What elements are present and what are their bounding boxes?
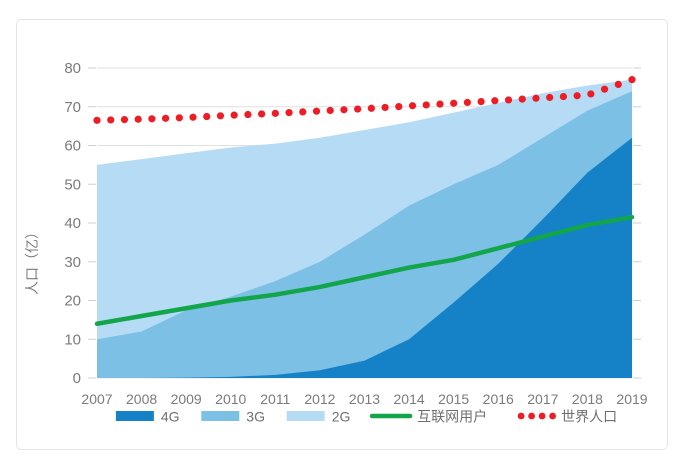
dotted-marker — [189, 113, 197, 121]
line-series-internet-users — [94, 214, 635, 326]
legend-label: 2G — [332, 409, 351, 425]
dotted-marker — [436, 100, 444, 108]
x-tick-label: 2013 — [349, 391, 380, 407]
legend-item-3G[interactable]: 3G — [201, 409, 265, 425]
dotted-marker — [367, 104, 375, 112]
stacked-areas-group — [97, 79, 632, 378]
chart-card: 0 10 20 30 40 50 60 70 80 2007 2008 2009 2010 2011 20… — [16, 19, 668, 450]
area-series-4g — [97, 137, 632, 378]
dotted-marker — [573, 92, 581, 100]
dotted-marker — [120, 115, 129, 124]
x-tick-label: 2017 — [527, 391, 558, 407]
x-tick-label: 2009 — [171, 391, 202, 407]
legend-color-swatch — [115, 411, 154, 421]
y-axis-title: 人口（亿） — [24, 225, 40, 295]
legend-label: 互联网用户 — [417, 409, 487, 425]
x-tick-label: 2007 — [81, 391, 112, 407]
x-tick-label: 2012 — [304, 391, 335, 407]
dotted-marker — [408, 102, 417, 110]
y-tick-label: 40 — [64, 215, 81, 232]
x-tick-label: 2019 — [616, 391, 647, 407]
dotted-marker — [450, 99, 458, 107]
dotted-marker — [395, 103, 403, 111]
chart-legend: 4G 3G 2G 互联网用户 世界人口 — [115, 409, 617, 425]
y-tick-label: 10 — [64, 331, 81, 348]
legend-item-互联网用户[interactable]: 互联网用户 — [369, 409, 487, 425]
dotted-marker — [422, 101, 430, 109]
dotted-marker — [203, 112, 211, 121]
legend-label: 世界人口 — [561, 409, 617, 425]
dotted-marker — [299, 108, 307, 116]
x-tick-label: 2018 — [572, 391, 603, 407]
y-tick-label: 80 — [64, 60, 81, 77]
dotted-marker — [354, 105, 362, 113]
dotted-marker — [244, 110, 252, 119]
dotted-marker — [258, 110, 266, 118]
legend-dot-marker — [528, 412, 535, 420]
dotted-marker — [614, 80, 622, 88]
dotted-marker — [628, 76, 636, 84]
legend-label: 4G — [161, 409, 180, 425]
dotted-marker — [600, 85, 609, 93]
dotted-marker — [326, 106, 334, 115]
y-tick-label: 20 — [64, 293, 81, 310]
legend-dot-marker — [538, 412, 546, 420]
dotted-marker — [107, 116, 115, 124]
dotted-marker — [148, 115, 156, 123]
dotted-marker — [312, 107, 321, 115]
line-series-group — [94, 214, 635, 326]
y-tick-label: 30 — [64, 254, 81, 271]
x-axis-tick-labels: 2007 2008 2009 2010 2011 2012 2013 2014 2015 2016… — [81, 391, 647, 407]
y-axis-title-group: 人口（亿） — [24, 225, 40, 295]
dotted-marker — [381, 103, 389, 112]
y-axis-tick-labels: 0 10 20 30 40 50 60 70 80 — [64, 60, 81, 387]
dotted-marker — [175, 114, 183, 122]
dotted-marker — [463, 98, 471, 107]
y-tick-label: 0 — [73, 370, 81, 387]
x-tick-label: 2010 — [215, 391, 246, 407]
legend-item-世界人口[interactable]: 世界人口 — [517, 409, 617, 425]
dotted-marker — [559, 92, 568, 101]
dotted-marker — [587, 90, 595, 98]
y-tick-label: 50 — [64, 176, 81, 193]
dotted-marker — [546, 93, 554, 102]
legend-dot-marker — [517, 412, 525, 420]
x-tick-label: 2015 — [438, 391, 469, 407]
legend-dot-marker — [549, 412, 556, 420]
dotted-marker — [271, 109, 279, 117]
dotted-marker — [491, 97, 499, 105]
legend-item-4G[interactable]: 4G — [115, 409, 180, 425]
chart-plot-area: 0 10 20 30 40 50 60 70 80 2007 2008 2009 2010 2011 20… — [17, 20, 669, 451]
dotted-marker — [230, 111, 238, 119]
legend-color-swatch — [201, 411, 240, 421]
tickmarks-group — [88, 67, 641, 379]
dotted-marker — [504, 96, 513, 104]
dotted-marker — [161, 114, 170, 122]
dotted-marker — [532, 94, 540, 102]
y-tick-label: 60 — [64, 138, 81, 155]
dotted-marker — [134, 115, 142, 123]
dotted-marker — [340, 106, 348, 114]
legend-color-swatch — [286, 411, 325, 421]
dotted-series-group — [93, 76, 636, 124]
dotted-marker — [216, 112, 225, 120]
x-tick-label: 2016 — [483, 391, 514, 407]
x-tick-label: 2008 — [126, 391, 157, 407]
dotted-marker — [477, 97, 485, 106]
dotted-marker — [93, 116, 101, 124]
dotted-marker — [285, 109, 293, 117]
dotted-marker — [518, 95, 526, 103]
legend-item-2G[interactable]: 2G — [286, 409, 351, 425]
x-tick-label: 2011 — [260, 391, 290, 407]
legend-label: 3G — [246, 409, 265, 425]
x-tick-label: 2014 — [394, 391, 425, 407]
y-tick-label: 70 — [64, 99, 81, 116]
